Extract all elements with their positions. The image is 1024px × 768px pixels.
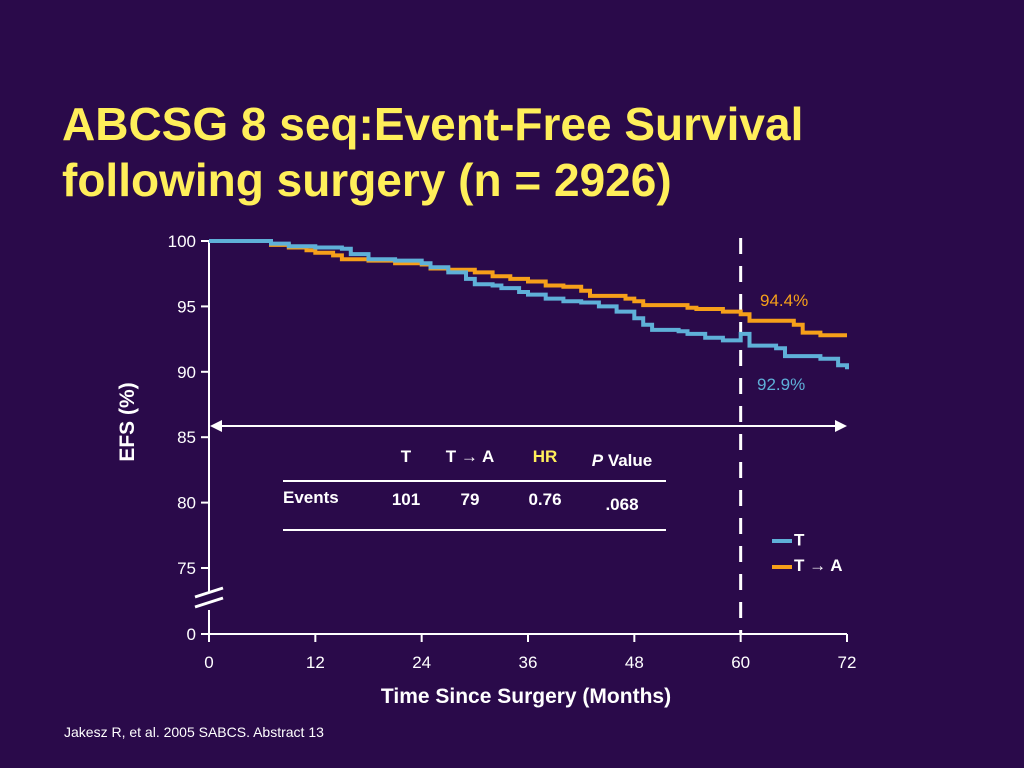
y-tick-label: 80 xyxy=(177,494,196,513)
p-italic: P xyxy=(592,451,604,470)
x-axis-label: Time Since Surgery (Months) xyxy=(381,685,671,708)
y-tick-label: 85 xyxy=(177,428,196,447)
x-tick-label: 60 xyxy=(731,653,750,672)
end-label-t: 92.9% xyxy=(757,375,805,394)
table-header-p-value: P Value xyxy=(592,451,652,470)
series-line-t-then-a xyxy=(209,239,847,338)
events-table: T T → A HR P Value Events 101 79 0.76 .0… xyxy=(283,447,666,531)
x-tick-label: 12 xyxy=(306,653,325,672)
y-ticks: 0 75 80 85 90 95 100 xyxy=(168,232,209,644)
table-header-t: T xyxy=(401,447,412,466)
legend-label-t: T xyxy=(794,530,805,549)
p-value-word: Value xyxy=(603,451,652,470)
x-tick-label: 72 xyxy=(838,653,857,672)
end-label-t-then-a: 94.4% xyxy=(760,291,808,310)
table-header-ta-left: T xyxy=(446,447,461,466)
slide-title: ABCSG 8 seq:Event-Free Survival followin… xyxy=(62,96,1002,208)
legend: T T → A xyxy=(772,530,842,575)
arrow-glyph: → xyxy=(461,447,478,466)
x-tick-label: 36 xyxy=(519,653,538,672)
axes xyxy=(194,241,847,635)
title-line-2: following surgery (n = 2926) xyxy=(62,154,672,206)
y-axis-label: EFS (%) xyxy=(116,382,139,461)
hr-value: 0.76 xyxy=(528,490,561,509)
x-ticks: 0 12 24 36 48 60 72 xyxy=(204,634,856,672)
x-tick-label: 0 xyxy=(204,653,213,672)
legend-ta-left: T xyxy=(794,556,809,575)
events-value-t: 101 xyxy=(392,490,420,509)
x-tick-label: 24 xyxy=(412,653,431,672)
p-value: .068 xyxy=(605,495,638,514)
legend-label-t-then-a: T → A xyxy=(794,556,842,575)
y-tick-label: 100 xyxy=(168,232,196,251)
x-tick-label: 48 xyxy=(625,653,644,672)
table-row-label-events: Events xyxy=(283,488,339,507)
span-arrow xyxy=(210,420,847,432)
table-header-t-then-a: T → A xyxy=(446,447,494,466)
axis-break-mark-2 xyxy=(194,596,224,609)
y-tick-label: 75 xyxy=(177,559,196,578)
y-tick-label: 95 xyxy=(177,297,196,316)
events-value-t-then-a: 79 xyxy=(461,490,480,509)
citation-footnote: Jakesz R, et al. 2005 SABCS. Abstract 13 xyxy=(64,724,324,740)
series-line-t xyxy=(209,239,849,370)
axis-break-mark-1 xyxy=(194,586,224,599)
legend-ta-right: A xyxy=(826,556,842,575)
table-header-hr: HR xyxy=(533,447,558,466)
title-line-1: ABCSG 8 seq:Event-Free Survival xyxy=(62,98,804,150)
arrow-glyph: → xyxy=(809,556,826,575)
span-arrow-right-head xyxy=(835,420,847,432)
y-tick-label: 0 xyxy=(187,625,196,644)
y-tick-label: 90 xyxy=(177,363,196,382)
span-arrow-left-head xyxy=(210,420,222,432)
table-header-ta-right: A xyxy=(478,447,494,466)
